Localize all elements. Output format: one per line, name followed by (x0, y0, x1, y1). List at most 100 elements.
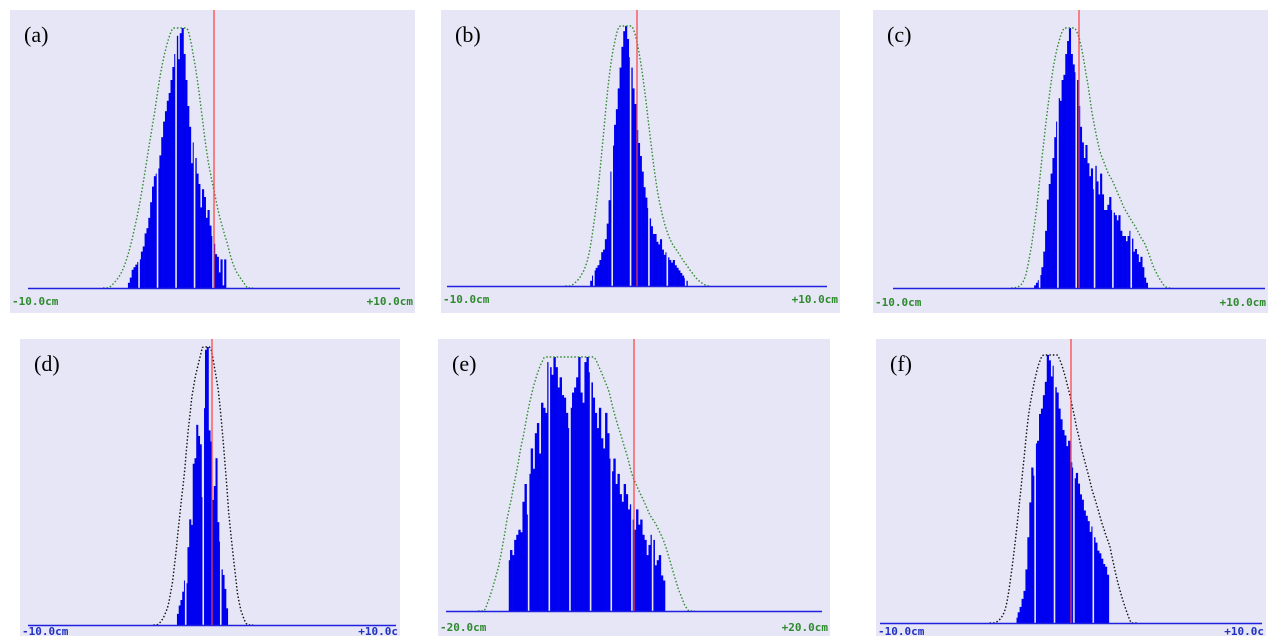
histogram-bar (625, 26, 628, 286)
histogram-bar (197, 435, 201, 625)
histogram-bar (532, 468, 536, 611)
histogram-bar (1019, 606, 1022, 623)
histogram-bar (648, 544, 651, 611)
histogram-panel-d: (d) -10.0cm +10.0c (20, 339, 400, 636)
x-tick-label: -10.0cm (443, 293, 490, 306)
histogram-bar (1057, 98, 1061, 288)
histogram-bar (1125, 241, 1128, 288)
histogram-bar (553, 357, 556, 611)
x-tick-label: +20.0cm (782, 621, 829, 634)
histogram-bar (555, 367, 558, 611)
histogram-bar (1079, 494, 1082, 623)
histogram-bar (643, 187, 646, 286)
histogram-bar (1131, 238, 1134, 288)
histogram-bar (595, 267, 598, 286)
histogram-bar (615, 484, 618, 611)
histogram-bar (1050, 173, 1053, 288)
histogram-bar (139, 259, 142, 288)
histogram-panel-f: (f) -10.0cm +10.0c (876, 339, 1266, 636)
histogram-bar (646, 555, 649, 611)
histogram-bar (658, 244, 661, 286)
histogram-bar (603, 249, 606, 286)
histogram-bar (200, 207, 203, 288)
histogram-bar (152, 186, 155, 288)
histogram-bar (557, 387, 560, 611)
histogram-bar (650, 534, 653, 611)
histogram-bar (656, 241, 659, 286)
histogram-bar (1095, 542, 1098, 623)
histogram-bar (1083, 510, 1086, 623)
histogram-bar (208, 430, 211, 625)
histogram-bar (621, 501, 624, 611)
histogram-bar (1077, 483, 1081, 623)
histogram-b: (b) -10.0cm +10.0cm (441, 10, 840, 313)
histogram-bar (1066, 446, 1069, 623)
histogram-bar (199, 444, 202, 625)
histogram-bar (636, 509, 639, 611)
histogram-bar (1104, 566, 1108, 623)
histogram-bar (526, 514, 529, 611)
histogram-bar (142, 246, 145, 288)
histogram-bar (1133, 251, 1136, 288)
histogram-bar (528, 473, 532, 611)
histogram-bar (543, 407, 546, 611)
histogram-bar (1042, 395, 1046, 623)
histogram-bar (650, 226, 653, 286)
histogram-bar (1052, 158, 1055, 288)
histogram-bar (545, 412, 548, 611)
histogram-bar (632, 88, 635, 287)
histogram-bar (182, 591, 185, 625)
histogram-bar (670, 262, 674, 286)
histogram-bar (159, 155, 162, 288)
histogram-bar (1085, 515, 1088, 623)
histogram-bar (144, 233, 147, 288)
histogram-bar (187, 547, 190, 625)
histogram-bar (180, 599, 183, 625)
histogram-bar (1071, 467, 1075, 623)
histogram-bar (1097, 550, 1100, 623)
histogram-bar (1034, 285, 1037, 288)
histogram-bar (1050, 376, 1053, 623)
histogram-bar (131, 269, 134, 288)
histogram-panel-e: (e) -20.0cm +20.0cm (438, 339, 830, 636)
x-tick-label: -10.0cm (22, 625, 69, 636)
histogram-bar (1063, 74, 1066, 288)
histogram-bar (215, 458, 218, 625)
histogram-bar (203, 408, 206, 625)
histogram-bar (1094, 165, 1097, 288)
histogram-bar (634, 529, 637, 611)
histogram-bar (1087, 163, 1090, 288)
histogram-bar (516, 534, 519, 611)
histogram-bar (614, 124, 617, 286)
x-tick-label: -10.0cm (875, 296, 922, 309)
histogram-bar (1127, 236, 1130, 288)
histogram-bar (645, 197, 648, 286)
histogram-bar (222, 574, 225, 625)
histogram-bar (1118, 215, 1121, 288)
histogram-bar (604, 239, 608, 286)
fit-curve (103, 27, 253, 289)
histogram-bar (612, 145, 615, 286)
histogram-bar (534, 433, 538, 611)
histogram-bar (214, 254, 218, 288)
x-tick-label: +10.0c (358, 625, 398, 636)
histogram-bar (1054, 137, 1057, 288)
histogram-bar (598, 407, 602, 611)
histogram-bar (1039, 413, 1042, 623)
histogram-bar (590, 280, 593, 286)
histogram-bar (178, 605, 181, 625)
histogram-e: (e) -20.0cm +20.0cm (438, 339, 830, 636)
histogram-bar (217, 522, 220, 625)
histogram-bar (1114, 215, 1117, 288)
histogram-bar (1134, 249, 1138, 288)
histogram-bar (1138, 262, 1141, 288)
histogram-bar (551, 374, 554, 611)
histogram-bar (1054, 387, 1057, 623)
histogram-bar (1087, 521, 1090, 623)
histogram-bar (207, 210, 210, 288)
histogram-bar (659, 239, 663, 286)
histogram-bar (1025, 569, 1028, 623)
panel-letter: (b) (455, 22, 481, 47)
x-tick-label: +10.0cm (1220, 296, 1267, 309)
histogram-bar (547, 362, 550, 611)
